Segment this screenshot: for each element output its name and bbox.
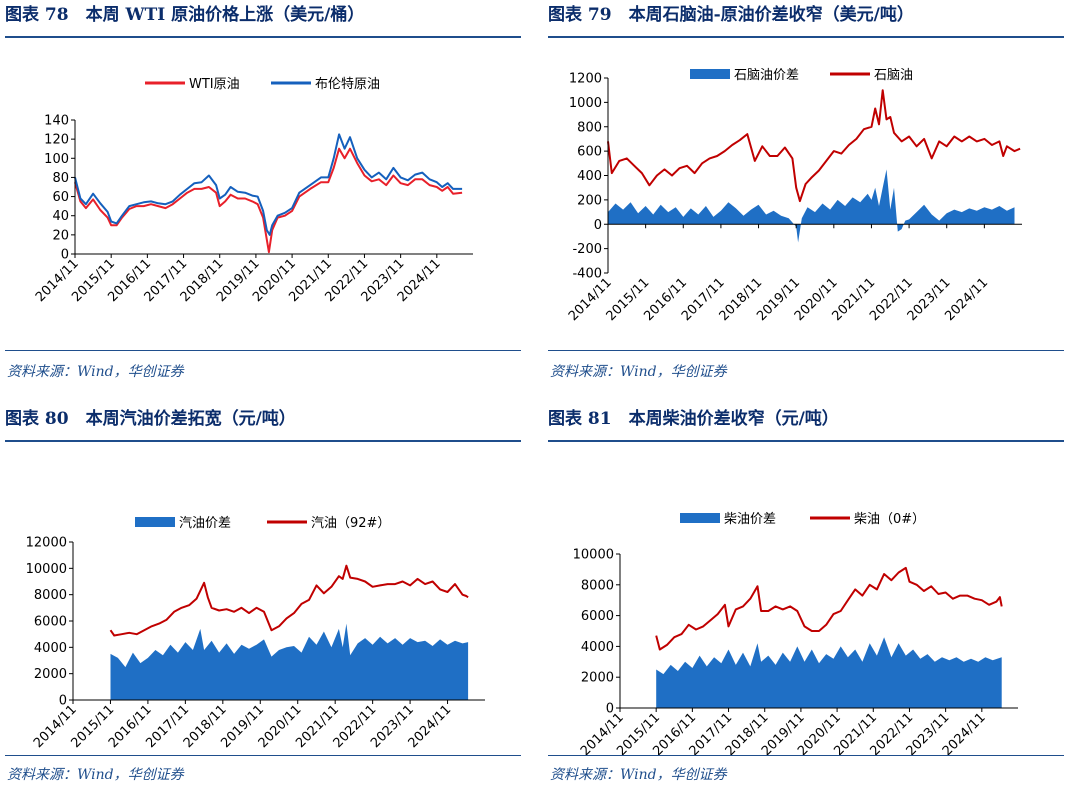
y-tick-label: 600 [577,145,602,160]
source-note: 资料来源：Wind，华创证券 [7,767,184,783]
source-rule [5,350,521,351]
series-area [110,623,469,700]
y-tick-label: 40 [52,209,69,224]
y-tick-label: 1000 [569,96,602,111]
y-tick-label: 60 [52,190,69,205]
y-tick-label: 80 [52,171,69,186]
legend-label: 汽油（92#） [311,516,390,531]
series-area [656,637,1002,708]
series-line [74,147,463,254]
chart-title: 图表 79 本周石脑油-原油价差收窄（美元/吨） [548,5,914,25]
series-line [74,133,463,236]
y-tick-label: -400 [572,267,602,282]
y-tick-label: 10000 [573,548,614,563]
legend-swatch [135,517,175,527]
y-tick-label: 1200 [569,72,602,87]
y-tick-label: 6000 [581,609,614,624]
series-line [607,89,1021,203]
source-note: 资料来源：Wind，华创证券 [7,364,184,380]
legend-label: 石脑油价差 [734,68,799,83]
y-tick-label: 400 [577,169,602,184]
title-rule [548,440,1064,442]
y-tick-label: 100 [44,152,69,167]
y-tick-label: 10000 [26,562,67,577]
series-area [608,169,1015,243]
chart-diesel-spread: 02000400060008000100002014/112015/112016… [573,512,1018,759]
chart-title: 图表 81 本周柴油价差收窄（元/吨） [548,409,839,429]
chart-naphtha-spread: -400-2000200400600800100012002014/112015… [566,68,1022,324]
source-rule [5,755,521,756]
source-note: 资料来源：Wind，华创证券 [550,364,727,380]
y-tick-label: 200 [577,193,602,208]
y-tick-label: 8000 [581,578,614,593]
chart-title: 图表 78 本周 WTI 原油价格上涨（美元/桶） [5,5,365,25]
title-rule [548,36,1064,38]
y-tick-label: 0 [606,702,614,717]
chart-panel-80: 图表 80 本周汽油价差拓宽（元/吨） 0 2000 4000 6000 8000 100… [5,404,521,790]
legend-label: 柴油价差 [724,512,776,527]
legend-label: 柴油（0#） [854,512,925,527]
source-rule [548,350,1064,351]
y-tick-label: 0 [61,248,69,263]
legend-label: WTI原油 [189,77,240,92]
y-tick-label: 8000 [34,588,67,603]
chart-gasoline-spread: 0200040006000800010000120002014/112015/1… [26,516,485,751]
y-tick-label: 800 [577,120,602,135]
y-tick-label: 4000 [581,640,614,655]
series-line [655,566,1003,651]
chart-panel-79: 图表 79 本周石脑油-原油价差收窄（美元/吨） -400 -200 0 200 400… [548,0,1064,390]
y-tick-label: 2000 [581,671,614,686]
chart-panel-81: 图表 81 本周柴油价差收窄（元/吨） 0 2000 4000 6000 8000 100… [548,404,1064,790]
y-tick-label: 4000 [34,641,67,656]
source-note: 资料来源：Wind，华创证券 [550,767,727,783]
series-line [109,564,469,637]
legend-label: 汽油价差 [179,516,231,531]
y-tick-label: 0 [594,218,602,233]
chart-wti-brent: 0204060801001201402014/112015/112016/112… [33,77,473,305]
y-tick-label: -200 [572,242,602,257]
legend-swatch [680,513,720,523]
y-tick-label: 12000 [26,536,67,551]
title-rule [5,36,521,38]
legend-label: 石脑油 [874,68,913,83]
y-tick-label: 2000 [34,667,67,682]
y-tick-label: 6000 [34,615,67,630]
y-tick-label: 20 [52,228,69,243]
source-rule [548,755,1064,756]
chart-title: 图表 80 本周汽油价差拓宽（元/吨） [5,409,296,429]
y-tick-label: 0 [59,694,67,709]
y-tick-label: 120 [44,133,69,148]
title-rule [5,440,521,442]
legend-label: 布伦特原油 [315,77,380,92]
chart-panel-78: 图表 78 本周 WTI 原油价格上涨（美元/桶） 0 20 40 60 80 100 12… [5,0,521,390]
y-tick-label: 140 [44,114,69,129]
legend-swatch [690,69,730,79]
